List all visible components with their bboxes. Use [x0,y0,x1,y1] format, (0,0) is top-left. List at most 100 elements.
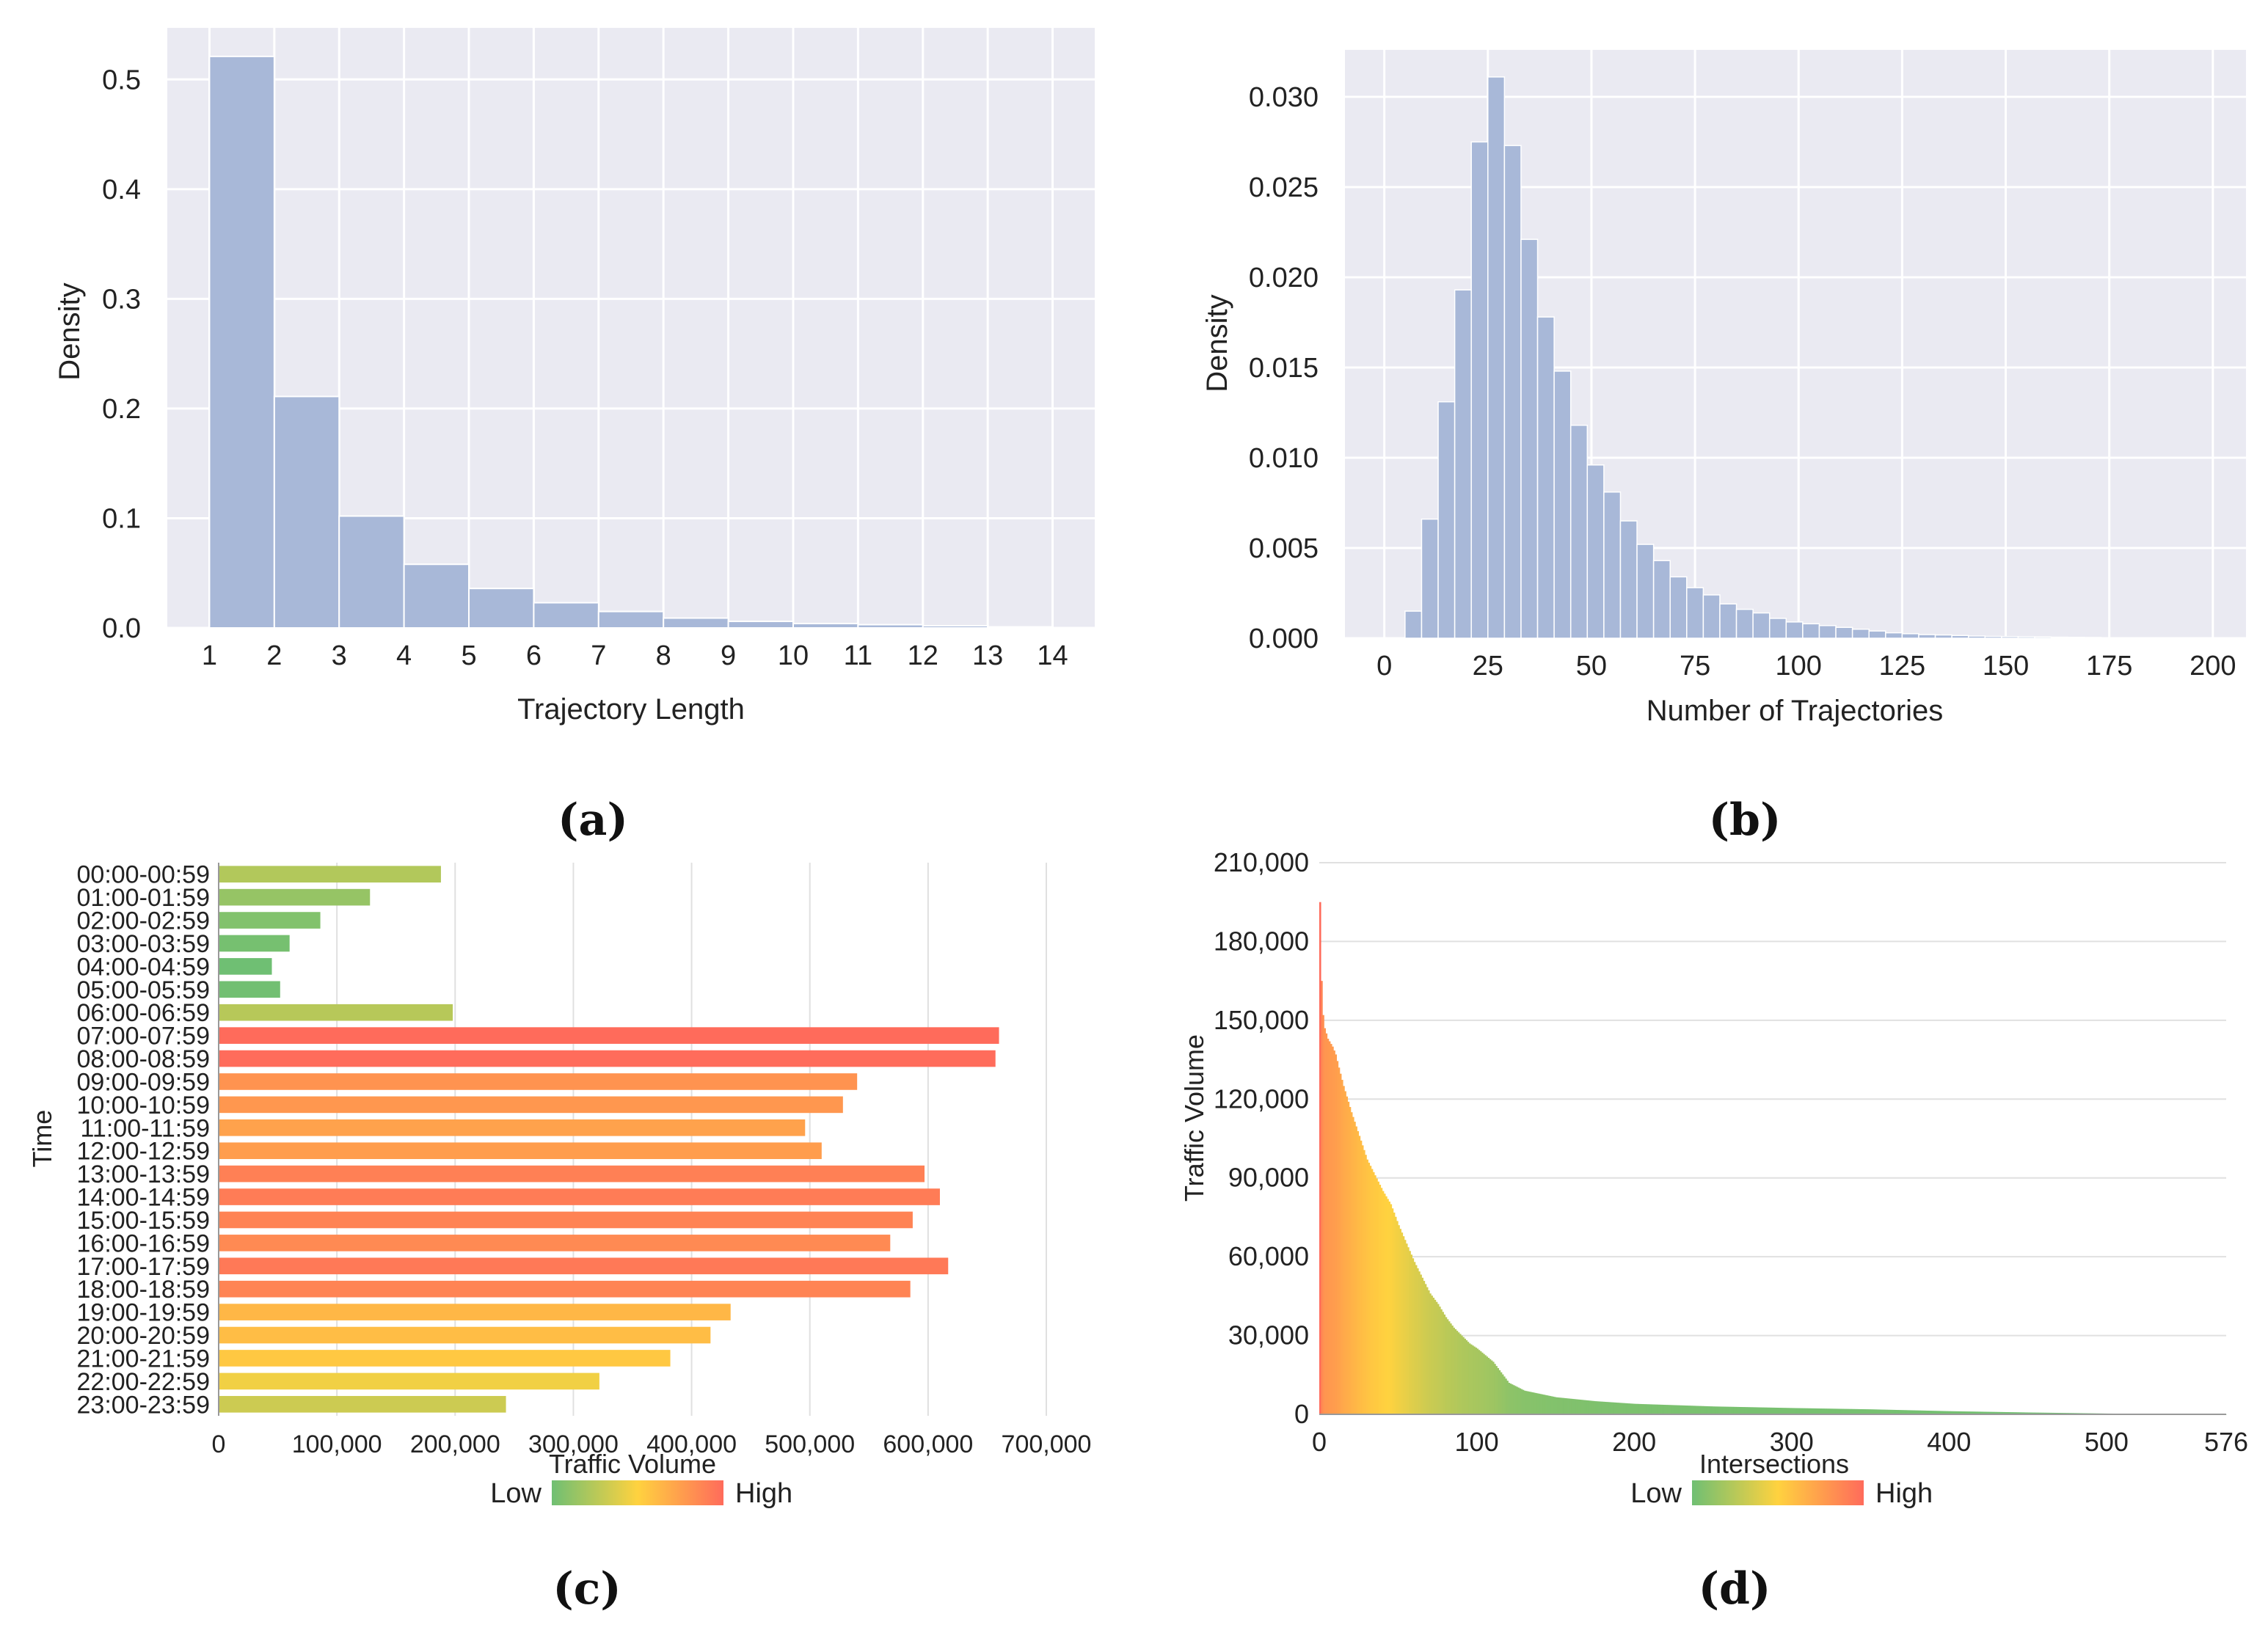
y-tick-label: 180,000 [1214,926,1309,956]
intersection-bar [1619,1403,1622,1414]
intersection-bar [1909,1410,1912,1414]
intersection-bar [1597,1401,1600,1414]
intersection-bar [1602,1401,1605,1414]
histogram-bar [1586,464,1605,639]
intersection-bar [1743,1407,1745,1414]
intersection-bar [1651,1404,1654,1414]
histogram-bar [1702,594,1721,639]
intersection-bar [1377,1181,1379,1414]
intersection-bar [1925,1410,1928,1414]
intersection-bar [1966,1411,1969,1414]
x-tick-label: 100 [1776,651,1822,681]
intersection-bar [2054,1412,2057,1414]
intersection-bar [1534,1392,1537,1414]
y-tick-label: 0.020 [1249,263,1319,293]
intersection-bar [1952,1411,1955,1414]
intersection-bar [1596,1401,1599,1414]
intersection-bar [1568,1398,1570,1414]
panel-b-trajectory-count-histogram: 0 25 50 75 100 125 150 175 200 0.0000.0050.0100.… [1201,50,2246,846]
x-tick-label: 500 [2085,1427,2129,1457]
histogram-bar [1553,370,1572,639]
intersection-bar [2027,1412,2030,1414]
histogram-bar [273,395,340,629]
intersection-bar [1861,1408,1863,1414]
intersection-bar [1846,1408,1849,1414]
histogram-bar [2183,637,2201,640]
intersection-bar [1443,1314,1446,1414]
intersection-bar [1527,1391,1529,1414]
intersection-bar [1927,1411,1929,1414]
intersection-bar [1486,1356,1489,1414]
intersection-bar [2026,1412,2029,1414]
intersection-bar [1638,1403,1641,1414]
intersection-bar [1791,1408,1794,1414]
intersection-bar [1586,1400,1589,1414]
x-tick-label: 100,000 [292,1430,382,1458]
intersection-bar [1695,1406,1698,1414]
intersection-bar [1627,1403,1630,1414]
intersection-bar [1590,1400,1592,1414]
intersection-bar [2007,1412,2010,1414]
histogram-bar [727,621,794,629]
intersection-bar [1344,1091,1346,1414]
intersection-bar [1807,1408,1809,1414]
intersection-bar [2018,1412,2021,1414]
time-bar [219,1142,822,1160]
y-tick-label: 30,000 [1228,1320,1309,1351]
intersection-bar [1520,1389,1523,1414]
histogram-bar [2084,637,2102,639]
intersection-bar [1501,1374,1504,1414]
intersection-bar [1862,1409,1864,1414]
time-category-label: 18:00-18:59 [77,1276,211,1304]
intersection-bar [1887,1409,1890,1414]
time-category-label: 17:00-17:59 [77,1253,211,1281]
intersection-bar [1733,1406,1735,1414]
intersection-bar [1428,1290,1430,1414]
intersection-bar [1750,1407,1753,1414]
intersection-bar [1531,1392,1534,1414]
time-category-label: 14:00-14:59 [77,1184,211,1212]
intersection-bar [1464,1338,1466,1414]
intersection-bar [1415,1265,1418,1414]
horizontal-bars-c [219,866,999,1413]
histogram-bar [1652,560,1671,639]
intersection-bar [1450,1323,1452,1414]
intersection-bar [1820,1408,1822,1414]
intersection-bar [1993,1411,1995,1414]
intersection-bar [1369,1166,1372,1414]
intersection-bar [2013,1412,2016,1414]
intersection-bar [1693,1406,1696,1414]
legend-high-label-d: High [1875,1478,1933,1509]
intersection-bar [1946,1411,1948,1414]
intersection-bar [1828,1408,1830,1414]
time-bar [219,1257,949,1275]
intersection-bar [1574,1399,1577,1414]
intersection-bar [1594,1401,1597,1414]
intersection-bar [1634,1403,1636,1414]
intersection-bar [1761,1407,1764,1414]
histogram-bar [1802,623,1820,639]
intersection-bar [1801,1408,1804,1414]
panel-d-intersection-traffic-volume: 0 100 200 300 400 500 576 0 30,000 60,000 90,000 1… [1179,847,2248,1615]
intersection-bar [1569,1398,1572,1414]
intersection-bar [1500,1372,1503,1414]
intersection-bar [1763,1407,1765,1414]
intersection-bar [1969,1411,1972,1414]
x-tick-label: 11 [844,640,872,671]
x-tick-label: 400 [1927,1427,1971,1457]
caption-b: (b) [1709,794,1782,846]
intersection-bar [1725,1406,1728,1414]
intersection-bar [1823,1408,1826,1414]
intersection-bar [1692,1406,1695,1414]
histogram-bar [2034,636,2052,639]
intersection-bar [1412,1258,1415,1414]
y-tick-label: 0.5 [102,65,141,95]
intersection-bar [1931,1411,1934,1414]
intersection-bar [1782,1408,1784,1414]
intersection-bar [1804,1408,1806,1414]
intersection-bar [1511,1384,1514,1414]
histogram-bar [2133,637,2151,639]
intersection-bar [1837,1408,1839,1414]
intersection-bar [1321,981,1323,1414]
legend-gradient-bar-c [552,1480,723,1505]
